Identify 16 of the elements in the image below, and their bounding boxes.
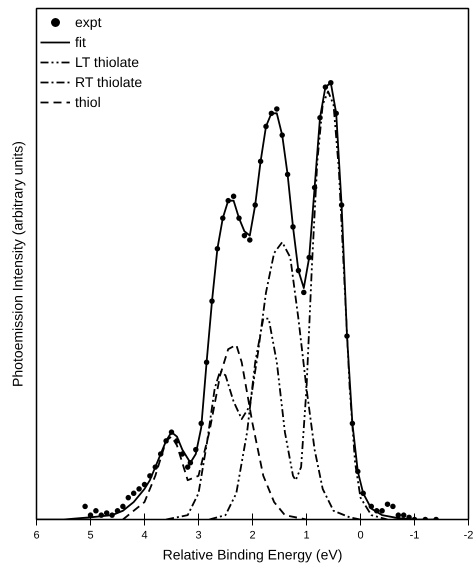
legend-label: thiol: [75, 94, 101, 110]
legend-label: LT thiolate: [75, 54, 140, 70]
x-tick-label: -1: [410, 530, 420, 542]
y-axis-title: Photoemission Intensity (arbitrary units): [10, 141, 26, 387]
x-tick-label: 3: [195, 530, 202, 542]
legend-label: RT thiolate: [75, 74, 142, 90]
legend-label: expt: [75, 14, 102, 30]
x-tick-label: 2: [249, 530, 256, 542]
x-tick-label: 4: [141, 530, 148, 542]
x-tick-label: 5: [87, 530, 94, 542]
x-axis-title: Relative Binding Energy (eV): [162, 546, 342, 562]
legend-label: fit: [75, 34, 87, 50]
x-tick-label: 0: [357, 530, 364, 542]
x-tick-label: 1: [303, 530, 310, 542]
x-tick-label: 6: [33, 530, 40, 542]
x-tick-label: -2: [464, 530, 474, 542]
